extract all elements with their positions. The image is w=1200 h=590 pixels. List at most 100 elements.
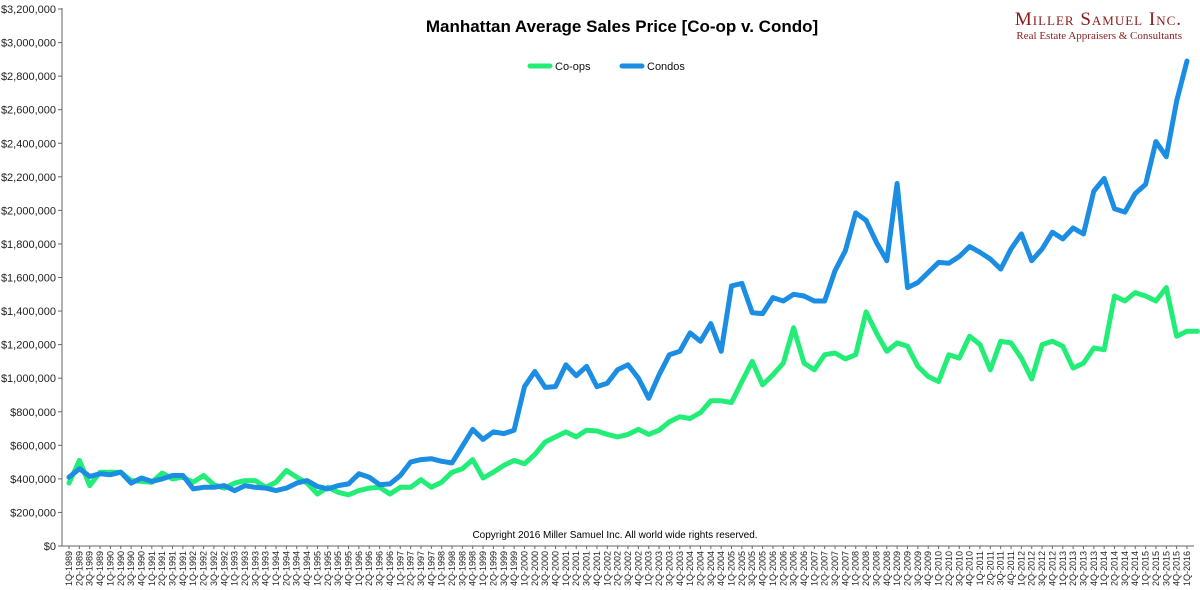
x-tick-label: 3Q-2012 <box>1037 551 1047 586</box>
series-line-coops <box>66 285 1200 498</box>
x-tick-label: 4Q-1994 <box>302 551 312 586</box>
x-tick-label: 4Q-2011 <box>1006 551 1016 585</box>
x-tick-label: 4Q-2012 <box>1047 551 1057 586</box>
legend-label-condos: Condos <box>647 61 685 73</box>
x-tick-label: 4Q-2013 <box>1089 551 1099 586</box>
x-tick-label: 1Q-1999 <box>478 551 488 586</box>
x-tick-label: 2Q-1995 <box>323 551 333 586</box>
x-tick-label: 1Q-2012 <box>1016 551 1026 586</box>
x-tick-label: 2Q-2005 <box>737 551 747 586</box>
x-tick-label: 3Q-1996 <box>375 551 385 586</box>
x-tick-label: 4Q-1991 <box>178 551 188 586</box>
x-tick-label: 4Q-1996 <box>385 551 395 586</box>
x-tick-label: 1Q-1997 <box>395 551 405 586</box>
x-tick-label: 3Q-2008 <box>871 551 881 586</box>
x-tick-label: 1Q-1995 <box>312 551 322 586</box>
x-tick-label: 2Q-2007 <box>820 551 830 586</box>
brand-logo: Miller Samuel Inc. Real Estate Appraiser… <box>1015 10 1182 43</box>
x-tick-label: 1Q-1990 <box>105 551 115 586</box>
y-tick-label: $1,600,000 <box>1 273 56 285</box>
x-tick-label: 3Q-2009 <box>913 551 923 586</box>
x-tick-label: 2Q-2015 <box>1151 551 1161 586</box>
x-tick-label: 3Q-2001 <box>582 551 592 586</box>
x-axis-ticks: 1Q-1989 2Q-1989 3Q-1989 4Q-1989 1Q-1990 2Q-19… <box>64 546 1192 586</box>
x-tick-label: 3Q-1995 <box>333 551 343 586</box>
x-tick-label: 1Q-2002 <box>602 551 612 586</box>
x-tick-label: 3Q-2003 <box>664 551 674 586</box>
x-tick-label: 4Q-2009 <box>923 551 933 586</box>
x-tick-label: 1Q-2003 <box>644 551 654 586</box>
y-tick-label: $400,000 <box>10 474 56 486</box>
x-tick-label: 1Q-1993 <box>230 551 240 586</box>
brand-tagline: Real Estate Appraisers & Consultants <box>1016 30 1182 42</box>
x-tick-label: 4Q-1989 <box>95 551 105 586</box>
x-tick-label: 2Q-1991 <box>157 551 167 586</box>
chart-title: Manhattan Average Sales Price [Co-op v. … <box>426 17 818 36</box>
x-tick-label: 4Q-2007 <box>840 551 850 586</box>
y-tick-label: $1,200,000 <box>1 340 56 352</box>
x-tick-label: 1Q-2011 <box>975 551 985 585</box>
legend-label-coops: Co-ops <box>555 61 591 73</box>
x-tick-label: 2Q-1994 <box>281 551 291 586</box>
x-tick-label: 4Q-2001 <box>592 551 602 586</box>
x-tick-label: 3Q-2014 <box>1120 551 1130 586</box>
x-tick-label: 3Q-2006 <box>789 551 799 586</box>
x-tick-label: 4Q-1995 <box>344 551 354 586</box>
x-tick-label: 2Q-1996 <box>364 551 374 586</box>
x-tick-label: 1Q-2007 <box>809 551 819 586</box>
x-tick-label: 2Q-2010 <box>944 551 954 586</box>
y-tick-label: $600,000 <box>10 440 56 452</box>
x-tick-label: 3Q-2004 <box>706 551 716 586</box>
x-tick-label: 2Q-1999 <box>488 551 498 586</box>
x-tick-label: 2Q-2014 <box>1110 551 1120 586</box>
x-tick-label: 4Q-1997 <box>426 551 436 586</box>
x-tick-label: 1Q-1998 <box>437 551 447 586</box>
x-tick-label: 2Q-1989 <box>74 551 84 586</box>
y-tick-label: $2,600,000 <box>1 105 56 117</box>
x-tick-label: 1Q-2006 <box>768 551 778 586</box>
x-tick-label: 1Q-2000 <box>519 551 529 586</box>
x-tick-label: 2Q-2008 <box>861 551 871 586</box>
x-tick-label: 4Q-1993 <box>261 551 271 586</box>
x-tick-label: 3Q-2010 <box>954 551 964 586</box>
x-tick-label: 1Q-2001 <box>561 551 571 586</box>
x-tick-label: 4Q-2000 <box>551 551 561 586</box>
y-axis-ticks: $0 $200,000 $400,000 $600,000 $800,000 $1,000… <box>1 4 62 553</box>
x-tick-label: 4Q-2015 <box>1172 551 1182 586</box>
y-tick-label: $3,200,000 <box>1 4 56 16</box>
x-tick-label: 4Q-1999 <box>509 551 519 586</box>
x-tick-label: 3Q-2007 <box>830 551 840 586</box>
x-tick-label: 2Q-1998 <box>447 551 457 586</box>
x-tick-label: 3Q-2000 <box>540 551 550 586</box>
x-tick-label: 1Q-1989 <box>64 551 74 586</box>
x-tick-label: 2Q-2011 <box>985 551 995 585</box>
x-tick-label: 3Q-1992 <box>209 551 219 586</box>
y-tick-label: $1,000,000 <box>1 373 56 385</box>
x-tick-label: 2Q-2000 <box>530 551 540 586</box>
x-tick-label: 1Q-1992 <box>188 551 198 586</box>
series-lines <box>66 58 1200 498</box>
x-tick-label: 3Q-2015 <box>1161 551 1171 586</box>
x-tick-label: 2Q-2004 <box>695 551 705 586</box>
y-tick-label: $2,800,000 <box>1 71 56 83</box>
x-tick-label: 1Q-2013 <box>1058 551 1068 586</box>
y-tick-label: $1,800,000 <box>1 239 56 251</box>
y-tick-label: $2,400,000 <box>1 138 56 150</box>
x-tick-label: 1Q-1994 <box>271 551 281 586</box>
y-tick-label: $1,400,000 <box>1 306 56 318</box>
x-tick-label: 1Q-2015 <box>1141 551 1151 586</box>
x-tick-label: 2Q-2003 <box>654 551 664 586</box>
x-tick-label: 1Q-2010 <box>934 551 944 586</box>
x-tick-label: 4Q-2010 <box>965 551 975 586</box>
x-tick-label: 1Q-2016 <box>1182 551 1192 586</box>
x-tick-label: 2Q-1993 <box>240 551 250 586</box>
x-tick-label: 2Q-2013 <box>1068 551 1078 586</box>
x-tick-label: 4Q-1990 <box>136 551 146 586</box>
x-tick-label: 3Q-1994 <box>292 551 302 586</box>
x-tick-label: 4Q-2014 <box>1130 551 1140 586</box>
y-tick-label: $800,000 <box>10 407 56 419</box>
x-tick-label: 2Q-2001 <box>571 551 581 586</box>
y-tick-label: $2,000,000 <box>1 205 56 217</box>
x-tick-label: 4Q-1992 <box>219 551 229 586</box>
